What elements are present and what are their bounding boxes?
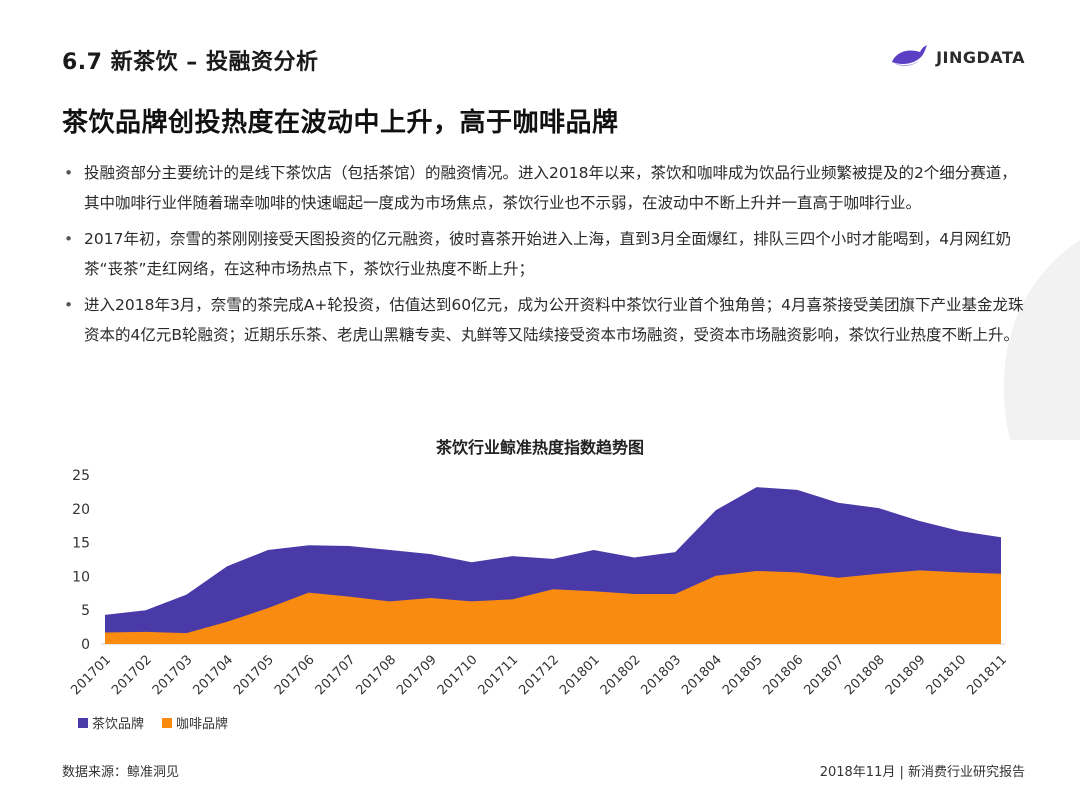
x-tick-label: 201805 [720,652,766,698]
y-tick-label: 15 [72,536,90,552]
x-tick-label: 201709 [394,652,440,698]
report-info: 2018年11月 | 新消费行业研究报告 [819,765,1025,780]
x-tick-label: 201807 [801,652,847,698]
y-tick-label: 0 [81,637,90,653]
x-tick-label: 201806 [761,652,807,698]
x-tick-label: 201707 [313,652,359,698]
x-tick-label: 201801 [557,652,603,698]
legend-item-tea: 茶饮品牌 [78,713,144,732]
x-tick-label: 201710 [435,652,481,698]
logo-text: JINGDATA [936,47,1025,67]
x-tick-label: 201702 [109,652,155,698]
x-tick-label: 201711 [476,652,522,698]
x-tick-label: 201706 [272,652,318,698]
chart-title: 茶饮行业鲸准热度指数趋势图 [435,438,644,457]
y-tick-label: 20 [72,502,90,518]
legend-label-coffee: 咖啡品牌 [176,717,229,732]
x-tick-label: 201808 [842,652,888,698]
y-tick-label: 10 [72,569,90,585]
x-tick-label: 201704 [191,652,237,698]
x-tick-label: 201802 [598,652,644,698]
x-tick-label: 201708 [353,652,399,698]
series-area-coffee [105,570,1001,644]
whale-logo-icon [892,45,928,66]
x-tick-label: 201712 [516,652,562,698]
bullet-item: 2017年初，奈雪的茶刚刚接受天图投资的亿元融资，彼时喜茶开始进入上海，直到3月… [62,224,1028,284]
legend-swatch-tea [78,717,88,728]
y-tick-label: 5 [81,603,90,619]
section-title: 6.7 新茶饮 – 投融资分析 [62,50,319,75]
x-tick-label: 201701 [68,652,114,698]
x-tick-label: 201803 [639,652,685,698]
bullet-item: 投融资部分主要统计的是线下茶饮店（包括茶馆）的融资情况。进入2018年以来，茶饮… [62,158,1028,218]
brand-logo: JINGDATA [890,44,1025,70]
legend-label-tea: 茶饮品牌 [92,717,145,732]
x-tick-label: 201705 [231,652,277,698]
page-headline: 茶饮品牌创投热度在波动中上升，高于咖啡品牌 [62,108,619,138]
bullet-item: 进入2018年3月，奈雪的茶完成A+轮投资，估值达到60亿元，成为公开资料中茶饮… [62,290,1028,350]
y-tick-label: 25 [72,468,90,484]
x-tick-label: 201703 [150,652,196,698]
x-tick-label: 201804 [679,652,725,698]
bullet-list: 投融资部分主要统计的是线下茶饮店（包括茶馆）的融资情况。进入2018年以来，茶饮… [62,158,1028,356]
x-tick-label: 201811 [964,652,1010,698]
x-tick-label: 201809 [883,652,929,698]
legend-item-coffee: 咖啡品牌 [162,713,228,732]
whale-watermark-icon [1003,240,1080,440]
x-tick-label: 201810 [924,652,970,698]
data-source: 数据来源：鲸准洞见 [62,765,180,780]
chart-legend: 茶饮品牌 咖啡品牌 [78,713,228,732]
legend-swatch-coffee [162,717,173,728]
